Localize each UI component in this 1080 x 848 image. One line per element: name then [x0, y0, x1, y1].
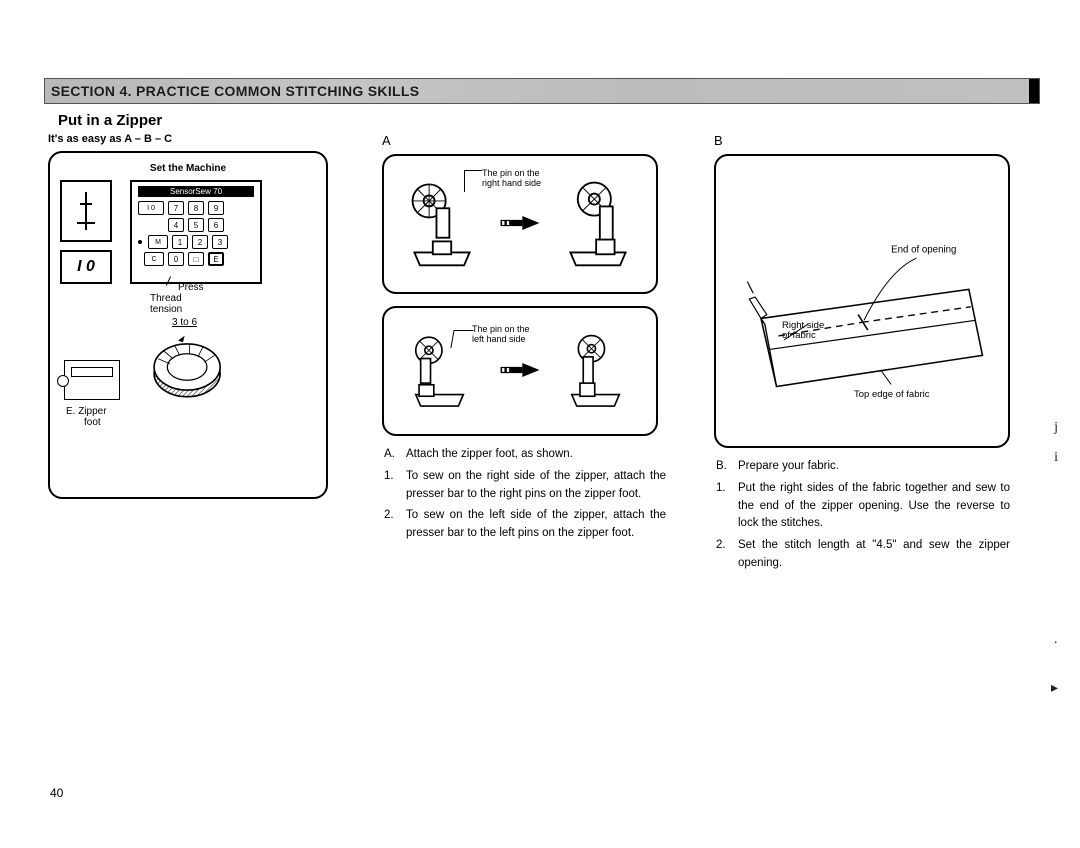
keypad-key-5: 5 [188, 218, 204, 232]
column-b-label: B [714, 133, 1010, 148]
top-edge-label: Top edge of fabric [854, 389, 930, 400]
section-header-bar: SECTION 4. PRACTICE COMMON STITCHING SKI… [44, 78, 1040, 104]
instr-1-num: 1. [384, 468, 406, 504]
right-side-fabric-label: Right side of fabric [782, 321, 824, 342]
keypad-key-7: 7 [168, 201, 184, 215]
keypad-key-m: M [148, 235, 168, 249]
column-a-label: A [382, 133, 666, 148]
pin-right-l2: right hand side [482, 178, 541, 188]
machine-top-row: I 0 SensorSew 70 I 0 7 8 9 4 5 6 [60, 180, 316, 284]
instr-b1-num: 1. [716, 480, 738, 533]
column-middle: A The pin on the right hand side [378, 133, 666, 577]
keypad-key-wide-10: I 0 [138, 201, 164, 215]
keypad-key-6: 6 [208, 218, 224, 232]
stitch-lcd-icon [60, 180, 112, 242]
instr-2-num: 2. [384, 507, 406, 543]
zipper-foot-right-panel: The pin on the right hand side [382, 154, 658, 294]
column-b-instructions: B.Prepare your fabric. 1.Put the right s… [716, 458, 1010, 573]
thread-tension-label-2: tension [150, 304, 316, 315]
pin-left-label: The pin on the left hand side [472, 324, 564, 345]
column-right: B End of opening [710, 133, 1010, 577]
keypad-key-8: 8 [188, 201, 204, 215]
pin-left-l1: The pin on the [472, 324, 530, 334]
scan-artifact: · [1053, 636, 1058, 652]
fabric-prep-panel: End of opening Right side of fabric Top … [714, 154, 1010, 448]
keypad-key-c: C [144, 252, 164, 266]
right-side-l1: Right side [782, 320, 824, 331]
column-a-instructions: A.Attach the zipper foot, as shown. 1.To… [384, 446, 666, 543]
keypad-key-2: 2 [192, 235, 208, 249]
presser-foot-attached-left-icon [559, 329, 637, 411]
zipper-foot-label-1: E. Zipper [66, 406, 316, 417]
stitch-number-lcd: I 0 [60, 250, 112, 284]
scan-artifact: ▸ [1051, 680, 1058, 697]
sensorsew-keypad: SensorSew 70 I 0 7 8 9 4 5 6 M [130, 180, 262, 284]
keypad-key-3: 3 [212, 235, 228, 249]
tension-dial-icon [140, 334, 226, 400]
arrow-right-icon [499, 216, 541, 230]
tension-range-label: 3 to 6 [172, 317, 316, 328]
thread-tension-label-1: Thread [150, 293, 316, 304]
keypad-key-1: 1 [172, 235, 188, 249]
leader-line-icon [464, 170, 482, 192]
columns: It's as easy as A – B – C Set the Machin… [44, 133, 1040, 577]
keypad-key-sq: □ [188, 252, 204, 266]
page-number: 40 [50, 786, 63, 800]
keypad-dot-icon [138, 240, 142, 244]
presser-foot-attached-right-icon [559, 177, 637, 269]
instr-b-text: Prepare your fabric. [738, 458, 1010, 476]
right-side-l2: of fabric [782, 330, 816, 341]
page-title: Put in a Zipper [58, 112, 1040, 129]
zipper-foot-label-2: foot [84, 417, 316, 428]
zipper-foot-left-panel: The pin on the left hand side [382, 306, 658, 436]
pin-right-l1: The pin on the [482, 168, 540, 178]
keypad-title: SensorSew 70 [138, 186, 254, 197]
keypad-key-4: 4 [168, 218, 184, 232]
section-header-text: SECTION 4. PRACTICE COMMON STITCHING SKI… [51, 83, 419, 99]
pin-left-l2: left hand side [472, 334, 526, 344]
instr-b2-text: Set the stitch length at "4.5" and sew t… [738, 537, 1010, 573]
instr-b1-text: Put the right sides of the fabric togeth… [738, 480, 1010, 533]
instr-a-text: Attach the zipper foot, as shown. [406, 446, 666, 464]
dial-row [60, 334, 316, 400]
set-machine-panel: Set the Machine I 0 SensorSew 70 I 0 7 8… [48, 151, 328, 499]
scan-artifact: j [1054, 420, 1058, 436]
end-of-opening-text: End of opening [891, 244, 956, 255]
instr-1-text: To sew on the right side of the zipper, … [406, 468, 666, 504]
instr-b-num: B. [716, 458, 738, 476]
column-left: It's as easy as A – B – C Set the Machin… [44, 133, 334, 577]
instr-2-text: To sew on the left side of the zipper, a… [406, 507, 666, 543]
zipper-foot-icon [64, 360, 120, 400]
arrow-right-icon [499, 363, 541, 377]
set-machine-title: Set the Machine [60, 163, 316, 174]
instr-b2-num: 2. [716, 537, 738, 573]
instr-a-num: A. [384, 446, 406, 464]
keypad-key-0: 0 [168, 252, 184, 266]
pin-right-label: The pin on the right hand side [482, 168, 572, 189]
lcd-stack: I 0 [60, 180, 116, 284]
leader-line-icon [450, 330, 473, 348]
easy-abc-subhead: It's as easy as A – B – C [48, 133, 334, 145]
keypad-key-e: E [208, 252, 224, 266]
press-label: Press [178, 282, 316, 293]
keypad-key-9: 9 [208, 201, 224, 215]
scan-artifact: i [1054, 450, 1058, 466]
